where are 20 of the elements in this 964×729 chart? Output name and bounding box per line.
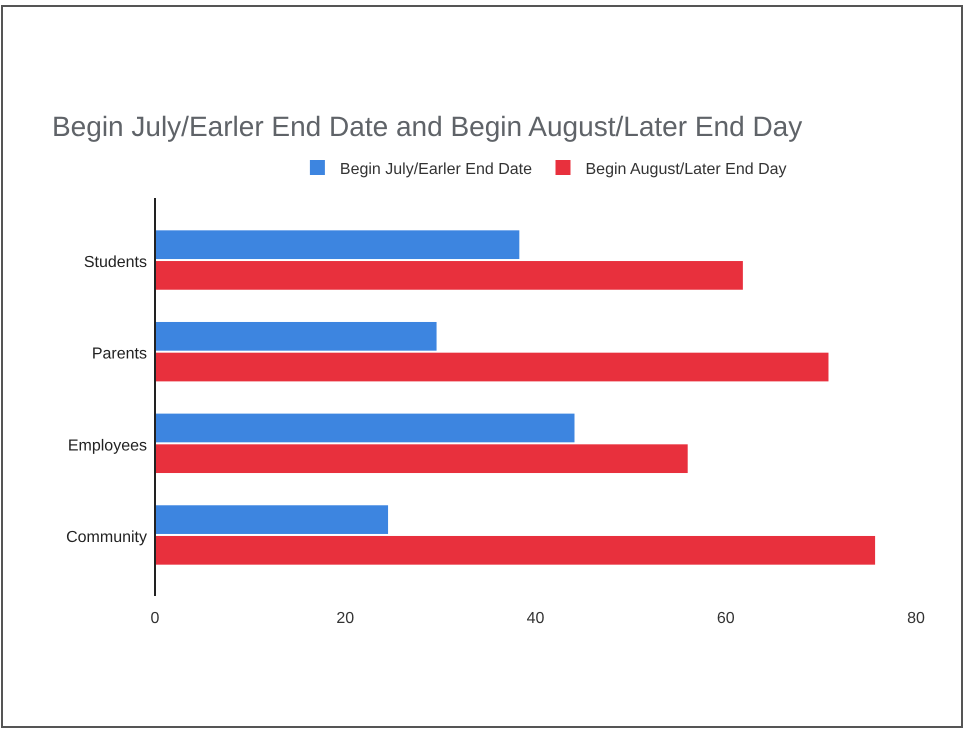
legend-label: Begin August/Later End Day <box>586 161 787 178</box>
y-tick-label: Parents <box>92 346 147 363</box>
x-tick-label: 80 <box>907 610 925 627</box>
legend-label: Begin July/Earler End Date <box>340 161 532 178</box>
y-tick-label: Employees <box>68 437 147 454</box>
bar <box>155 414 574 442</box>
y-tick-label: Community <box>66 528 147 546</box>
bar <box>155 352 828 382</box>
bar <box>155 230 520 260</box>
chart-title: Begin July/Earler End Date and Begin August/Later End Day <box>52 111 802 142</box>
x-tick-label: 0 <box>150 610 160 627</box>
x-tick-label: 60 <box>716 610 735 627</box>
bar <box>155 322 437 351</box>
x-tick-label: 40 <box>526 610 544 627</box>
y-tick-label: Students <box>84 254 147 272</box>
bar <box>155 536 876 565</box>
bar <box>155 444 688 474</box>
bar <box>155 261 743 290</box>
x-tick-label: 20 <box>336 610 354 627</box>
bar <box>155 505 388 534</box>
